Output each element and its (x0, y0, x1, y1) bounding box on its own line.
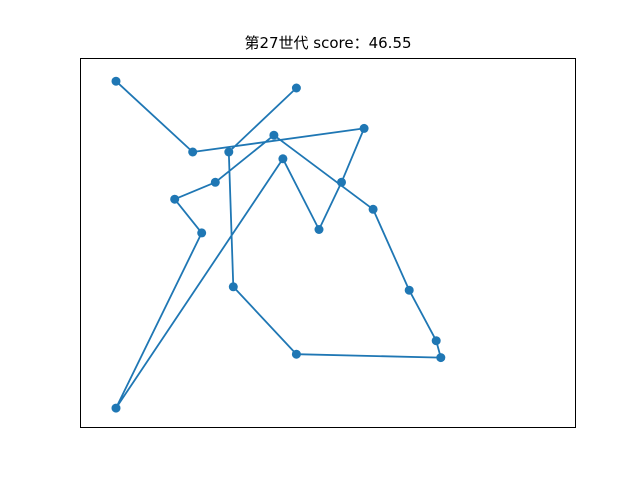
data-point-15 (314, 225, 324, 234)
data-point-16 (337, 177, 346, 187)
data-point-17 (359, 123, 369, 133)
data-point-19 (111, 76, 121, 86)
data-point-13 (111, 403, 121, 413)
data-point-9 (269, 130, 279, 140)
plot-frame (80, 58, 576, 428)
data-point-2 (224, 147, 234, 157)
route-line (115, 80, 442, 410)
data-point-1 (291, 83, 301, 93)
point-layer (111, 76, 446, 413)
data-point-14 (278, 154, 288, 164)
data-point-3 (228, 282, 238, 292)
chart-title: 第27世代 score：46.55 (244, 34, 411, 52)
data-point-8 (368, 204, 378, 214)
data-point-4 (291, 349, 301, 359)
data-point-11 (170, 194, 180, 204)
data-point-6 (431, 336, 441, 346)
route-layer (115, 80, 442, 410)
data-point-10 (210, 177, 220, 187)
data-point-7 (404, 285, 414, 295)
data-point-5 (436, 353, 446, 363)
data-point-12 (197, 228, 207, 238)
data-point-18 (188, 147, 198, 157)
